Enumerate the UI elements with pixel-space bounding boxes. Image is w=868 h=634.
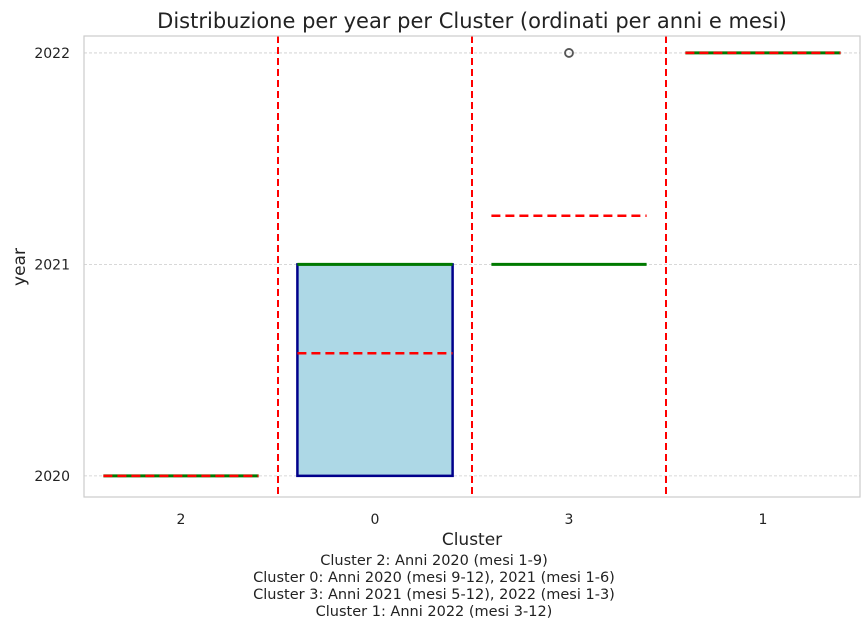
y-tick-label: 2021 <box>34 257 70 273</box>
x-tick-label: 3 <box>565 512 574 528</box>
y-axis-label: year <box>10 248 30 286</box>
chart-title: Distribuzione per year per Cluster (ordi… <box>157 9 787 33</box>
x-axis-label: Cluster <box>442 530 502 550</box>
x-tick-label: 1 <box>759 512 768 528</box>
caption-line: Cluster 1: Anni 2022 (mesi 3-12) <box>315 604 553 620</box>
outlier-point <box>564 48 574 58</box>
caption-line: Cluster 2: Anni 2020 (mesi 1-9) <box>320 553 548 569</box>
y-tick-label: 2022 <box>34 46 70 62</box>
plot-frame <box>83 35 861 498</box>
chart-caption: Cluster 2: Anni 2020 (mesi 1-9) Cluster … <box>0 553 868 621</box>
x-tick-label: 2 <box>177 512 186 528</box>
box-body <box>296 263 454 478</box>
box-plot-chart: Distribuzione per year per Cluster (ordi… <box>10 9 861 550</box>
caption-line: Cluster 0: Anni 2020 (mesi 9-12), 2021 (… <box>253 570 615 586</box>
box-cluster-3 <box>491 48 647 266</box>
caption-line: Cluster 3: Anni 2021 (mesi 5-12), 2022 (… <box>253 587 615 603</box>
box-cluster-0 <box>296 262 454 478</box>
y-tick-labels: 2020 2021 2022 <box>34 46 70 485</box>
y-tick-label: 2020 <box>34 469 70 485</box>
x-tick-label: 0 <box>371 512 380 528</box>
boxes <box>103 48 841 478</box>
